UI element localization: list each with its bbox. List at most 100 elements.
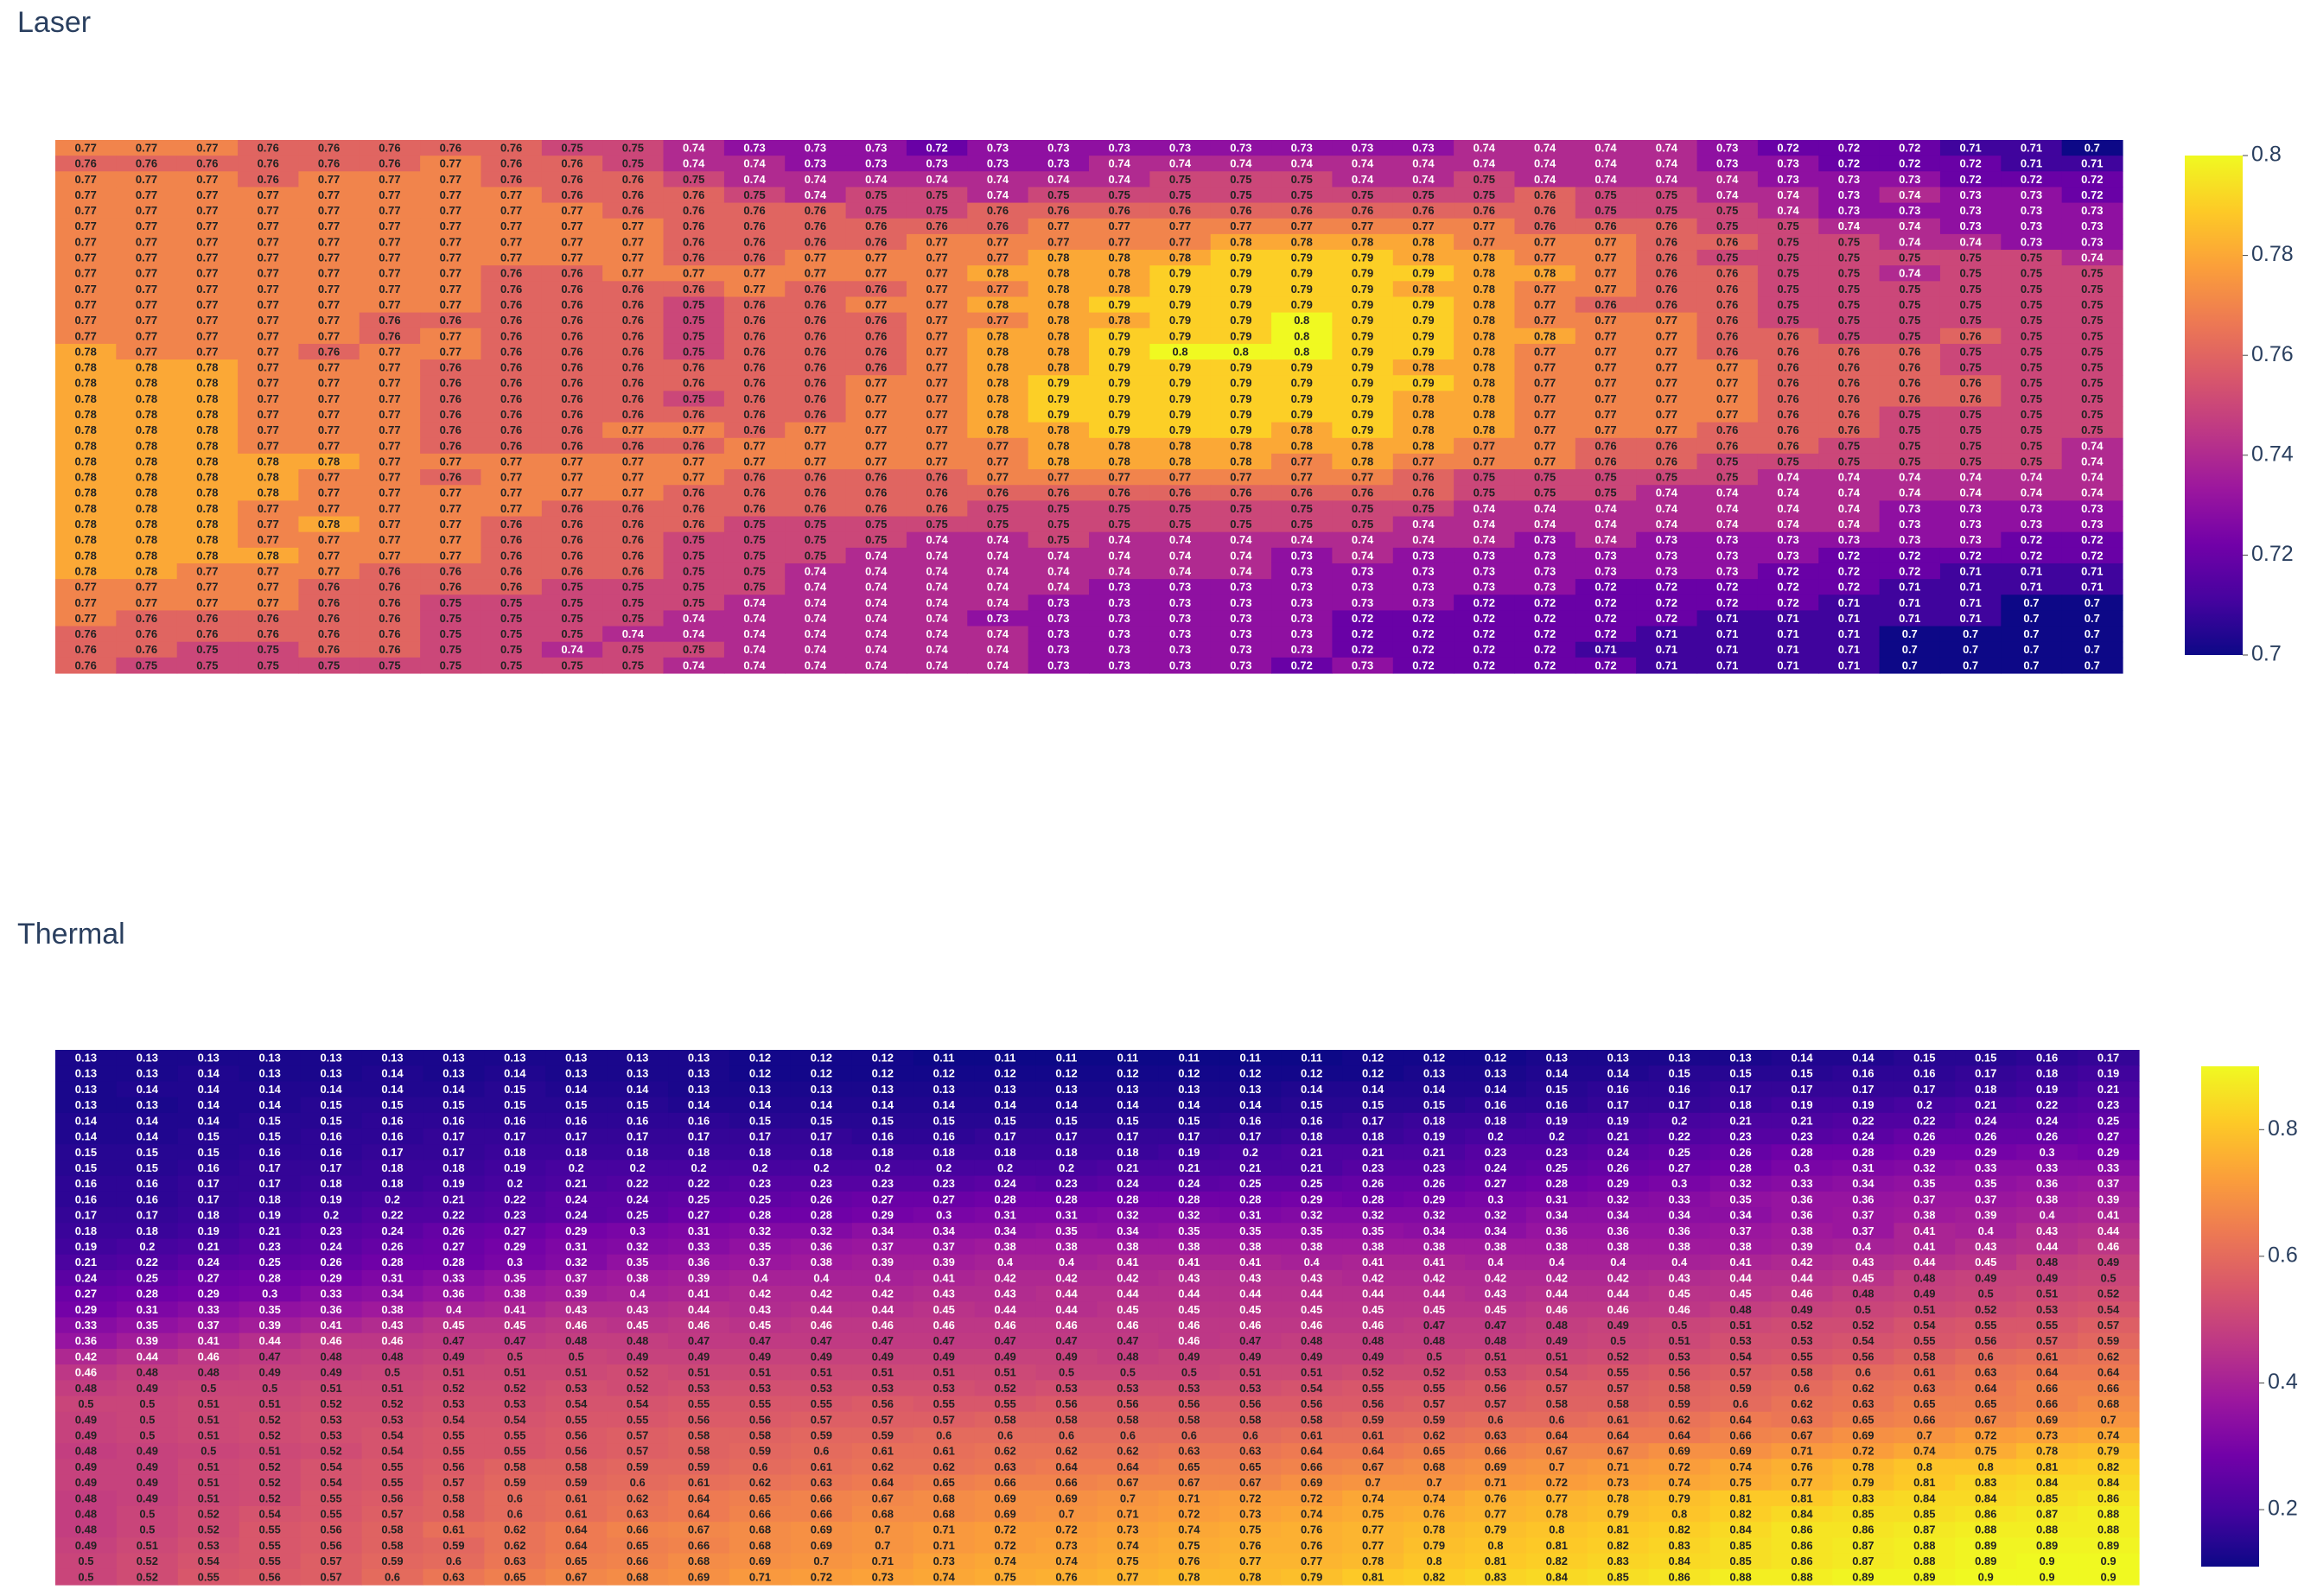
cell-label: 0.75 [1047, 188, 1069, 201]
cell-label: 0.59 [1729, 1382, 1751, 1395]
heatmap-cell [1210, 375, 1272, 391]
cell-label: 0.4 [446, 1303, 462, 1316]
cell-label: 0.76 [865, 345, 887, 358]
cell-label: 0.42 [749, 1288, 771, 1300]
cell-label: 0.21 [1729, 1114, 1751, 1127]
cell-label: 0.54 [2097, 1303, 2120, 1316]
cell-label: 0.64 [1362, 1445, 1384, 1458]
cell-label: 0.76 [926, 219, 947, 232]
cell-label: 0.46 [1791, 1288, 1812, 1300]
heatmap-cell [602, 140, 665, 156]
cell-label: 0.28 [1546, 1177, 1568, 1190]
cell-label: 0.84 [1669, 1555, 1691, 1567]
cell-label: 0.49 [1975, 1271, 1996, 1284]
cell-label: 0.77 [318, 361, 340, 374]
heatmap-cell [723, 391, 786, 408]
cell-label: 0.74 [1291, 533, 1314, 546]
cell-label: 0.76 [561, 345, 582, 358]
cell-label: 0.59 [1362, 1413, 1384, 1426]
heatmap-cell [420, 391, 482, 408]
cell-label: 0.79 [1109, 329, 1130, 342]
cell-label: 0.29 [1607, 1177, 1629, 1190]
cell-label: 0.76 [1534, 219, 1556, 232]
cell-label: 0.73 [1169, 612, 1191, 625]
cell-label: 0.77 [196, 251, 218, 264]
cell-label: 0.73 [933, 1555, 955, 1567]
cell-label: 0.64 [872, 1476, 894, 1489]
heatmap-cell [967, 296, 1029, 314]
cell-label: 0.54 [1729, 1350, 1752, 1363]
cell-label: 0.62 [872, 1460, 894, 1473]
cell-label: 0.74 [1230, 157, 1252, 170]
heatmap-cell [1271, 327, 1334, 345]
heatmap-cell [1757, 343, 1819, 360]
cell-label: 0.75 [1777, 267, 1798, 280]
cell-label: 0.74 [743, 596, 766, 609]
cell-label: 0.77 [865, 455, 887, 467]
cell-label: 0.76 [683, 361, 704, 374]
cell-label: 0.29 [75, 1303, 97, 1316]
heatmap-cell [55, 250, 117, 266]
cell-label: 0.74 [1412, 173, 1435, 186]
cell-label: 0.77 [379, 377, 400, 390]
heatmap-cell [845, 265, 907, 282]
cell-label: 0.44 [994, 1303, 1016, 1316]
cell-label: 0.74 [865, 596, 888, 609]
cell-label: 0.74 [1838, 486, 1861, 499]
heatmap-cell [1149, 375, 1212, 391]
cell-label: 0.25 [749, 1192, 771, 1205]
cell-label: 0.76 [1838, 345, 1860, 358]
cell-label: 0.35 [1975, 1177, 1996, 1190]
cell-label: 0.53 [2036, 1303, 2058, 1316]
cell-label: 0.77 [258, 329, 279, 342]
cell-label: 0.21 [1607, 1130, 1629, 1143]
heatmap-cell [1514, 218, 1576, 235]
heatmap-cell [723, 281, 786, 298]
cell-label: 0.77 [1534, 283, 1556, 296]
heatmap-cell [2061, 327, 2123, 345]
cell-label: 0.84 [2097, 1476, 2120, 1489]
cell-label: 0.76 [196, 157, 218, 170]
heatmap-cell [1636, 140, 1698, 156]
heatmap-cell [359, 218, 421, 235]
heatmap-cell [1757, 171, 1819, 188]
cell-label: 0.77 [1117, 1570, 1138, 1583]
cell-label: 0.18 [137, 1224, 158, 1237]
cell-label: 0.77 [258, 188, 279, 201]
cell-label: 0.77 [440, 549, 461, 562]
cell-label: 0.77 [743, 267, 765, 280]
cell-label: 0.71 [1178, 1491, 1200, 1504]
heatmap-cell [116, 156, 178, 172]
cell-label: 0.48 [1729, 1303, 1751, 1316]
heatmap-cell [1210, 312, 1272, 329]
cell-label: 0.8 [1487, 1539, 1503, 1552]
cell-label: 0.78 [75, 486, 97, 499]
heatmap-cell [1392, 233, 1454, 251]
cell-label: 0.77 [1352, 219, 1373, 232]
cell-label: 0.44 [1239, 1288, 1262, 1300]
heatmap-cell [541, 156, 603, 172]
heatmap-cell [1149, 265, 1212, 282]
cell-label: 0.3 [936, 1209, 952, 1222]
cell-label: 0.27 [1669, 1161, 1690, 1174]
cell-label: 0.31 [994, 1209, 1015, 1222]
cell-label: 0.14 [442, 1083, 465, 1096]
heatmap-cell [1696, 296, 1759, 314]
heatmap-cell [663, 218, 725, 235]
cell-label: 0.76 [379, 627, 400, 640]
cell-label: 0.74 [987, 549, 1009, 562]
cell-label: 0.71 [1959, 581, 1981, 594]
cell-label: 0.62 [994, 1445, 1015, 1458]
cell-label: 0.64 [1669, 1428, 1691, 1441]
heatmap-cell [55, 265, 117, 282]
cell-label: 0.56 [1178, 1397, 1200, 1410]
heatmap-cell [1514, 327, 1576, 345]
cell-label: 0.49 [259, 1366, 281, 1379]
cell-label: 0.78 [1534, 267, 1556, 280]
cell-label: 0.59 [381, 1555, 403, 1567]
cell-label: 0.16 [137, 1177, 158, 1190]
cell-label: 0.76 [75, 627, 97, 640]
heatmap-cell [55, 406, 117, 423]
heatmap-cell [723, 265, 786, 282]
cell-label: 0.77 [318, 533, 340, 546]
